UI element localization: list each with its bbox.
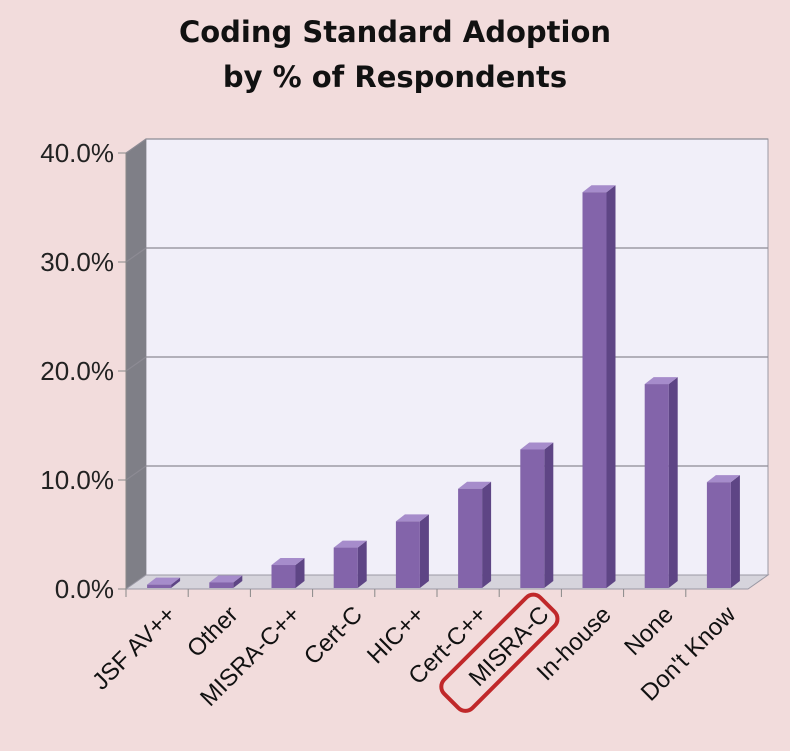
bar-top (333, 540, 367, 548)
bar (706, 475, 740, 588)
bar (147, 577, 181, 588)
bar-front (271, 565, 296, 588)
bar (520, 442, 554, 588)
bar-side (171, 577, 181, 588)
gridlines (125, 138, 768, 481)
bar-top (147, 577, 181, 585)
bar-side (544, 442, 554, 588)
bar-top (458, 481, 492, 489)
bar-front (209, 582, 234, 588)
y-tick-label: 20.0% (40, 356, 114, 386)
bar (582, 185, 616, 589)
highlight-box (439, 592, 560, 713)
bar (644, 377, 678, 588)
bars (147, 185, 740, 589)
bar (458, 481, 492, 588)
bar-side (233, 575, 243, 588)
bar-side (730, 475, 740, 588)
bar-top (395, 514, 429, 522)
bar-top (209, 575, 243, 583)
bar-front (458, 488, 483, 588)
bar-top (582, 185, 616, 193)
gridline (125, 247, 768, 263)
bar-side (295, 558, 305, 588)
bar-front (147, 584, 172, 588)
bar-front (333, 547, 358, 588)
x-axis-ticks: JSF AV++ OtherMISRA-C++Cert-CHIC++Cert-C+… (87, 589, 742, 713)
bar (395, 514, 429, 588)
y-tick-label: 30.0% (40, 247, 114, 277)
bar-top (706, 475, 740, 483)
y-tick-label: 40.0% (40, 138, 114, 168)
bar-side (419, 514, 429, 588)
x-tick-label: JSF AV++ (87, 601, 181, 695)
bar-side (482, 481, 492, 588)
bar-top (520, 442, 554, 450)
bar-front (582, 192, 607, 589)
bar (271, 558, 305, 588)
bar-front (644, 384, 669, 588)
bar-top (271, 558, 305, 566)
bar (209, 575, 243, 588)
chart-title-line-1: Coding Standard Adoption (179, 15, 611, 49)
x-tick-label: Cert-C (299, 601, 368, 670)
chart-title-line-2: by % of Respondents (223, 60, 567, 94)
bar-side (668, 377, 678, 588)
bar-front (395, 521, 420, 588)
bar-top (644, 377, 678, 385)
gridline (125, 138, 768, 154)
y-tick-label: 0.0% (55, 574, 114, 604)
y-tick-label: 10.0% (40, 465, 114, 495)
chart-title: Coding Standard Adoption by % of Respond… (179, 15, 611, 94)
gridline (125, 465, 768, 481)
bar-front (520, 449, 545, 588)
bar-front (706, 482, 731, 588)
bar-side (357, 540, 367, 588)
bar-side (606, 185, 616, 589)
gridline (125, 356, 768, 372)
y-axis-ticks: 0.0% 10.0% 20.0% 30.0% 40.0% (40, 138, 127, 604)
bar (333, 540, 367, 588)
